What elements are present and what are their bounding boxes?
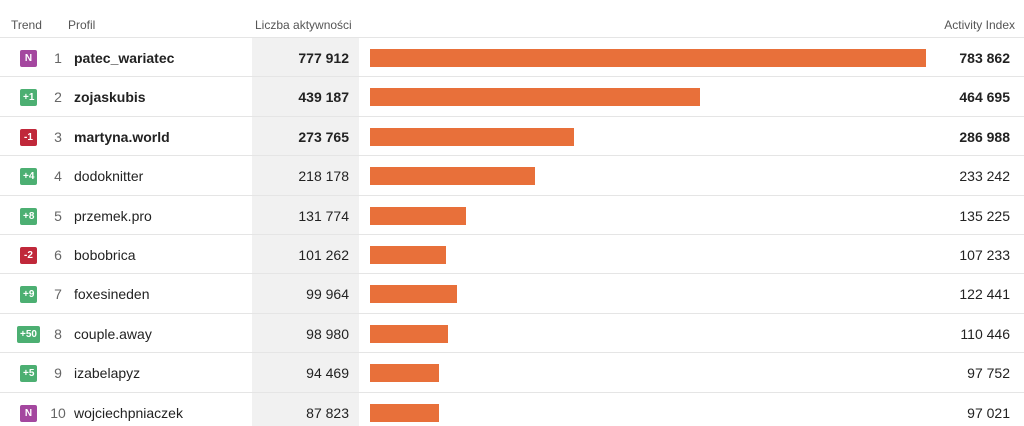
activity-count: 131 774 — [298, 207, 349, 224]
ranking-table-body: N 1 patec_wariatec 777 912 783 862 +1 2 zojasku… — [0, 38, 1024, 426]
activity-count: 87 823 — [306, 404, 349, 421]
header-trend[interactable]: Trend — [11, 18, 42, 32]
table-row[interactable]: -1 3 martyna.world 273 765 286 988 — [0, 117, 1024, 157]
table-row[interactable]: +8 5 przemek.pro 131 774 135 225 — [0, 196, 1024, 235]
activity-index-value: 107 233 — [959, 246, 1010, 263]
table-row[interactable]: -2 6 bobobrica 101 262 107 233 — [0, 235, 1024, 275]
profile-name-link[interactable]: bobobrica — [74, 246, 136, 263]
activity-count: 99 964 — [306, 286, 349, 303]
rank-number: 9 — [54, 365, 62, 382]
activity-index-bar — [370, 88, 700, 107]
table-row[interactable]: +9 7 foxesineden 99 964 122 441 — [0, 274, 1024, 314]
header-profil[interactable]: Profil — [68, 18, 96, 32]
table-row[interactable]: +5 9 izabelapyz 94 469 97 752 — [0, 353, 1024, 393]
profile-name-link[interactable]: couple.away — [74, 325, 152, 342]
activity-index-value: 286 988 — [959, 128, 1010, 145]
activity-count: 98 980 — [306, 325, 349, 342]
activity-index-bar — [370, 324, 448, 343]
activity-index-bar — [370, 403, 439, 422]
header-activity-index[interactable]: Activity Index — [944, 18, 1015, 32]
profile-name-link[interactable]: wojciechpniaczek — [74, 404, 183, 421]
table-row[interactable]: +1 2 zojaskubis 439 187 464 695 — [0, 77, 1024, 117]
rank-number: 4 — [54, 168, 62, 185]
activity-count: 101 262 — [298, 246, 349, 263]
table-row[interactable]: N 10 wojciechpniaczek 87 823 97 021 — [0, 393, 1024, 426]
activity-count: 218 178 — [298, 168, 349, 185]
trend-badge: -1 — [20, 128, 37, 146]
activity-index-value: 135 225 — [959, 207, 1010, 224]
trend-badge: +9 — [20, 286, 38, 304]
activity-index-value: 97 752 — [967, 365, 1010, 382]
activity-count: 439 187 — [298, 89, 349, 106]
trend-badge: -2 — [20, 246, 37, 264]
profile-name-link[interactable]: martyna.world — [74, 128, 170, 145]
table-header: Trend Profil Liczba aktywności Activity … — [0, 0, 1024, 38]
profile-name-link[interactable]: zojaskubis — [74, 89, 146, 106]
trend-badge: +50 — [17, 325, 40, 343]
activity-index-bar — [370, 364, 439, 383]
activity-index-bar — [370, 285, 457, 304]
rank-number: 10 — [50, 404, 66, 421]
trend-badge: N — [20, 404, 37, 422]
activity-index-bar — [370, 245, 446, 264]
activity-index-value: 464 695 — [959, 89, 1010, 106]
activity-index-value: 233 242 — [959, 168, 1010, 185]
activity-count: 273 765 — [298, 128, 349, 145]
activity-index-bar — [370, 127, 574, 146]
activity-count: 94 469 — [306, 365, 349, 382]
profile-name-link[interactable]: dodoknitter — [74, 168, 144, 185]
rank-number: 2 — [54, 89, 62, 106]
activity-index-value: 110 446 — [960, 325, 1010, 342]
table-row[interactable]: +4 4 dodoknitter 218 178 233 242 — [0, 156, 1024, 196]
trend-badge: +8 — [20, 207, 38, 225]
activity-index-bar — [370, 49, 926, 67]
rank-number: 6 — [54, 246, 62, 263]
header-liczba-aktywnosci[interactable]: Liczba aktywności — [255, 18, 352, 32]
activity-index-value: 783 862 — [959, 50, 1010, 66]
rank-number: 8 — [54, 325, 62, 342]
table-row[interactable]: N 1 patec_wariatec 777 912 783 862 — [0, 38, 1024, 78]
table-row[interactable]: +50 8 couple.away 98 980 110 446 — [0, 314, 1024, 354]
activity-index-bar — [370, 206, 466, 225]
rank-number: 1 — [54, 50, 62, 66]
profile-name-link[interactable]: przemek.pro — [74, 207, 152, 224]
trend-badge: +5 — [20, 365, 38, 383]
rank-number: 7 — [54, 286, 62, 303]
activity-index-value: 97 021 — [967, 404, 1010, 421]
rank-number: 5 — [54, 207, 62, 224]
activity-index-value: 122 441 — [959, 286, 1010, 303]
highlighted-column-background — [252, 38, 359, 426]
profile-name-link[interactable]: patec_wariatec — [74, 50, 175, 66]
trend-badge: +1 — [20, 89, 38, 107]
profile-name-link[interactable]: izabelapyz — [74, 365, 141, 382]
activity-count: 777 912 — [298, 50, 349, 66]
profile-name-link[interactable]: foxesineden — [74, 286, 150, 303]
trend-badge: +4 — [20, 168, 38, 186]
activity-index-bar — [370, 167, 535, 186]
trend-badge: N — [20, 50, 37, 67]
rank-number: 3 — [54, 128, 62, 145]
